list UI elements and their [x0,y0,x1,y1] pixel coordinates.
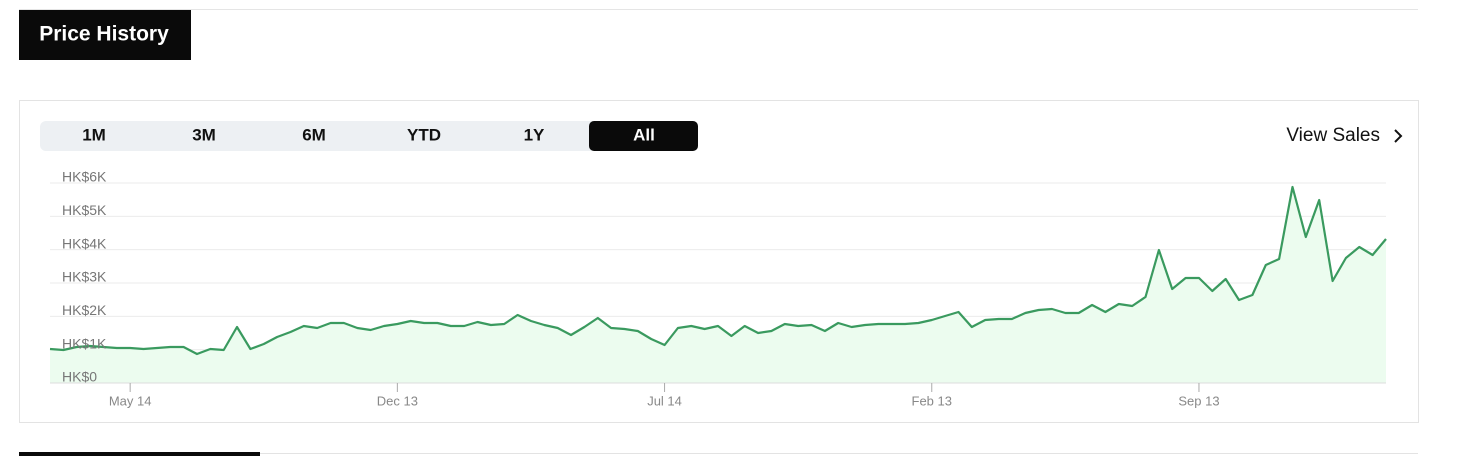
x-tick-label: Dec 13 [377,393,418,408]
tab[interactable]: 6M [302,125,326,144]
y-tick-label: HK$5K [62,202,107,218]
y-tick-label: HK$0 [62,369,97,385]
x-tick-label: Sep 13 [1178,393,1219,408]
tab[interactable]: YTD [407,125,441,144]
y-tick-label: HK$4K [62,235,107,251]
y-tick-label: HK$2K [62,302,107,318]
title-box [19,10,191,60]
area [50,187,1386,383]
price-line [49,185,1387,356]
view-sales[interactable]: View Sales [1286,125,1380,146]
active-underline [19,452,260,456]
tab-bar [40,121,698,151]
section-title: Price History [39,23,169,46]
chevron[interactable] [1394,129,1403,143]
x-tick-label: May 14 [109,393,152,408]
y-tick-label: HK$6K [62,169,107,185]
tab[interactable]: All [633,125,655,144]
tab[interactable]: 1M [82,125,106,144]
x-tick-label: Jul 14 [647,393,682,408]
tab-active[interactable] [589,121,698,151]
tab[interactable]: 1Y [524,125,545,144]
tab[interactable]: 3M [192,125,216,144]
x-tick-label: Feb 13 [912,393,952,408]
y-tick-label: HK$3K [62,269,107,285]
y-tick-label: HK$1K [62,335,107,351]
